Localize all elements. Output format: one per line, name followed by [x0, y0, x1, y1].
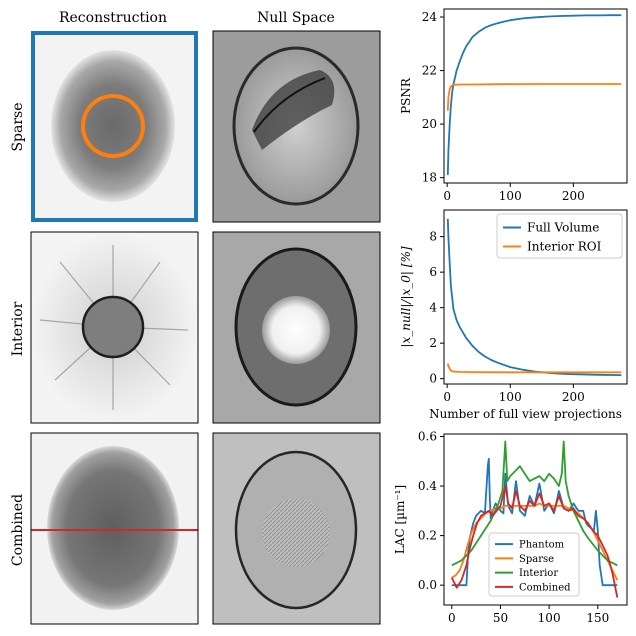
x-tick-label: 200 [562, 189, 585, 203]
y-tick-label: 0.6 [418, 429, 437, 443]
y-axis-label: LAC [µm⁻¹] [393, 485, 407, 554]
plot-2: 0 100 200 0 2 4 6 8 |x_null|/|x_0| [%] Number of … [399, 209, 628, 421]
y-axis-label: PSNR [399, 77, 413, 114]
plot-frame [443, 8, 628, 184]
y-tick-label: 0.0 [418, 578, 437, 592]
image-combined-reconstruction [30, 432, 199, 625]
legend-label: Interior [519, 568, 558, 579]
y-tick-label: 20 [422, 117, 437, 131]
column-title-null-space: Null Space [257, 10, 335, 26]
x-tick-label: 100 [499, 189, 522, 203]
legend: Full Volume Interior ROI [496, 213, 623, 259]
sparse-highlight-frame [31, 31, 198, 222]
image-combined-null-space [212, 432, 381, 625]
image-interior-reconstruction [30, 231, 199, 424]
y-tick-label: 8 [429, 230, 437, 244]
plot-3: 0 50 100 150 0.0 0.2 0.4 0.6 LAC [µm⁻¹] Phantom Sp… [393, 429, 628, 625]
x-tick-label: 150 [586, 611, 609, 625]
y-axis-label: |x_null|/|x_0| [%] [399, 246, 413, 347]
y-tick-label: 6 [429, 265, 437, 279]
row-label-combined: Combined [10, 494, 26, 566]
legend: Phantom Sparse Interior Combined [488, 532, 580, 597]
x-tick-label: 100 [538, 611, 561, 625]
row-label-sparse: Sparse [10, 102, 26, 151]
image-sparse-reconstruction [31, 31, 198, 222]
plot-1: 0 100 200 18 20 22 24 PSNR [399, 8, 628, 203]
image-sparse-null-space [212, 30, 381, 223]
y-tick-label: 4 [429, 301, 437, 315]
image-interior-null-space [212, 231, 381, 424]
y-tick-label: 24 [422, 10, 438, 24]
series-line-full-volume [446, 218, 622, 376]
x-tick-label: 50 [493, 611, 508, 625]
x-axis-label: Number of full view projections [429, 407, 622, 421]
y-tick-label: 2 [429, 336, 437, 350]
x-tick-label: 200 [562, 390, 585, 404]
series-line-unnamed [446, 83, 622, 111]
x-tick-label: 0 [443, 189, 451, 203]
series-line-interior-roi [446, 363, 622, 374]
row-label-interior: Interior [10, 301, 26, 356]
legend-label: Full Volume [527, 221, 599, 235]
y-tick-label: 0 [429, 372, 437, 386]
legend-box [488, 532, 580, 597]
y-tick-label: 22 [422, 64, 437, 78]
x-tick-label: 0 [443, 390, 451, 404]
series-line-unnamed [446, 14, 622, 176]
x-tick-label: 0 [448, 611, 456, 625]
y-tick-label: 18 [422, 171, 437, 185]
legend-label: Phantom [519, 540, 565, 551]
series-line-combined [450, 485, 619, 598]
y-tick-label: 0.2 [418, 529, 437, 543]
legend-box [496, 213, 623, 259]
legend-label: Sparse [519, 554, 554, 565]
column-title-reconstruction: Reconstruction [59, 10, 167, 26]
y-tick-label: 0.4 [418, 479, 437, 493]
roi-circle [81, 94, 145, 158]
legend-label: Interior ROI [527, 240, 602, 254]
legend-label: Combined [519, 582, 571, 593]
series-line-interior [451, 440, 618, 567]
x-tick-label: 100 [499, 390, 522, 404]
